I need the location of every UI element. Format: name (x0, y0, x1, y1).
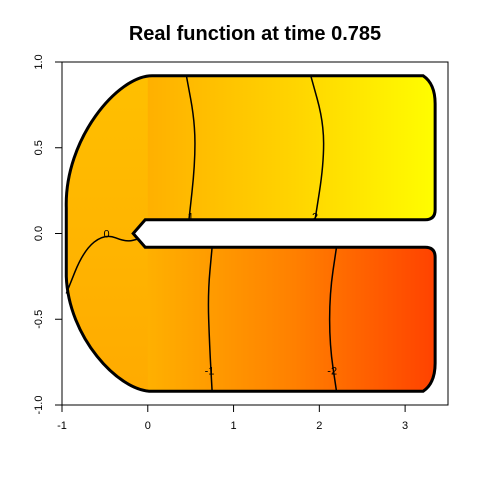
contour-line-4 (328, 247, 338, 392)
chart-title: Real function at time 0.785 (129, 23, 381, 45)
x-tick-label-3: 2 (316, 420, 322, 432)
y-tick-label-3: 0.5 (33, 140, 45, 155)
contour-line-1 (185, 75, 196, 220)
contour-label-3: -1 (205, 366, 215, 378)
y-tick-label-2: 0.0 (33, 226, 45, 241)
contour-label-2: 2 (312, 211, 318, 223)
contour-lines: 0 1 2 -1 -2 (65, 75, 338, 392)
contour-line-0 (65, 235, 140, 294)
contour-line-2 (310, 75, 325, 220)
domain-outline (64, 74, 437, 393)
x-tick-label-0: -1 (57, 420, 67, 432)
y-tick-label-1: -0.5 (33, 310, 45, 329)
contour-label-1: 1 (188, 211, 194, 223)
contour-label-4: -2 (327, 366, 337, 378)
y-tick-label-0: -1.0 (33, 396, 45, 415)
fill-top-arm (147, 75, 436, 234)
domain-fill (66, 75, 436, 392)
x-tick-label-4: 3 (402, 420, 408, 432)
fill-bottom-arm (147, 233, 436, 392)
contour-label-0: 0 (104, 229, 110, 241)
y-axis: -1.0 -0.5 0.0 0.5 1.0 (33, 54, 63, 415)
x-tick-label-2: 1 (230, 420, 236, 432)
contour-line-3 (207, 247, 213, 392)
x-axis: -1 0 1 2 3 (57, 404, 408, 432)
y-tick-label-4: 1.0 (33, 54, 45, 69)
x-tick-label-1: 0 (145, 420, 151, 432)
